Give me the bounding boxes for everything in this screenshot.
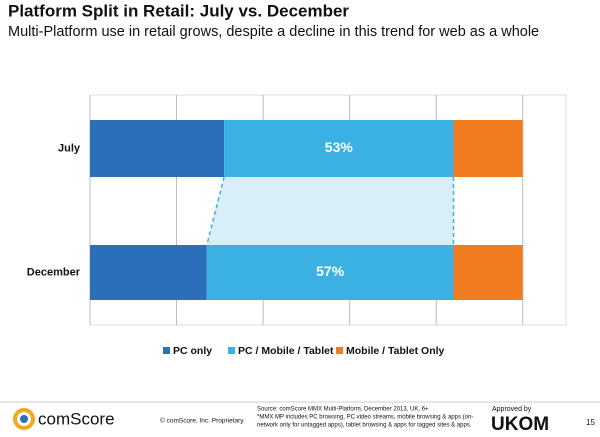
logo-icon [20, 415, 28, 423]
bar-segment [453, 120, 523, 177]
legend-swatch [163, 347, 170, 354]
approved: Approved by [492, 406, 532, 413]
y-tick-label: December [27, 266, 81, 278]
bar-segment [224, 120, 454, 177]
bar-segment [90, 120, 225, 177]
chart-subtitle: Multi-Platform use in retail grows, desp… [8, 24, 539, 40]
y-tick-label: July [58, 142, 81, 154]
legend-label: Mobile / Tablet Only [346, 345, 445, 357]
ukom: UKOM [491, 414, 549, 435]
bar-segment [206, 245, 454, 300]
copyright: © comScore, Inc. Proprietary. [160, 417, 245, 425]
brand: comScore [38, 409, 115, 428]
data-label: 53% [325, 139, 354, 155]
source: Source: comScore MMX Multi-Platform, Dec… [257, 407, 429, 413]
bar-segment [453, 245, 523, 300]
source: *MMX MP includes PC browsing, PC video s… [257, 415, 473, 421]
data-label: 57% [316, 263, 345, 279]
legend-label: PC only [173, 345, 212, 357]
logo-icon [13, 408, 35, 430]
legend-swatch [336, 347, 343, 354]
legend-label: PC / Mobile / Tablet [238, 345, 334, 357]
page-number: 15 [586, 418, 595, 427]
chart-title: Platform Split in Retail: July vs. Decem… [8, 1, 349, 20]
connector-edge [206, 176, 225, 246]
bar-segment [90, 245, 207, 300]
connector [206, 177, 454, 245]
source: network only for untagged apps), tablet … [257, 423, 472, 429]
legend-swatch [228, 347, 235, 354]
